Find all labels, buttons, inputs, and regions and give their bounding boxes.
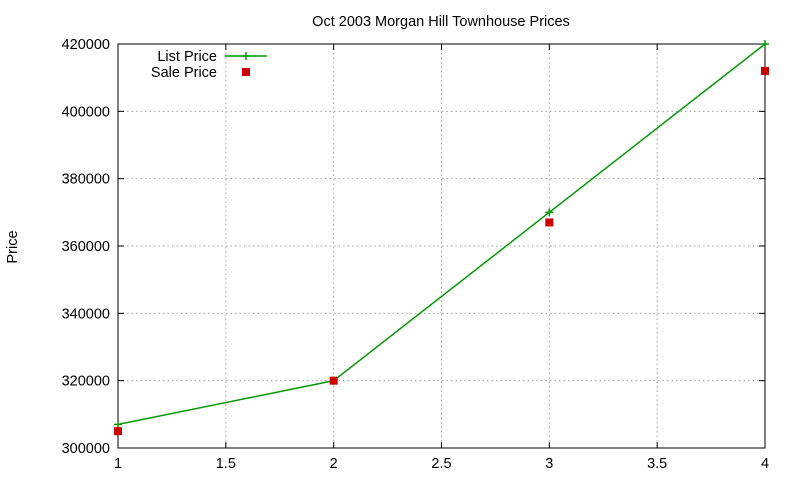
data-point xyxy=(114,427,122,436)
data-point xyxy=(761,40,769,48)
series-sale-price xyxy=(114,66,769,436)
y-tick-label: 320000 xyxy=(62,374,110,390)
data-point xyxy=(545,208,554,217)
legend-marker xyxy=(242,68,250,76)
legend-label: Sale Price xyxy=(151,65,217,81)
legend-marker xyxy=(242,52,250,60)
x-tick-label: 3 xyxy=(545,456,553,472)
y-tick-label: 380000 xyxy=(62,172,110,188)
x-tick-label: 1 xyxy=(114,456,122,472)
grid xyxy=(118,44,765,448)
x-tick-label: 2.5 xyxy=(431,456,451,472)
y-axis-label: Price xyxy=(5,230,21,263)
y-tick-label: 300000 xyxy=(62,441,110,457)
legend-label: List Price xyxy=(157,49,217,65)
series-line xyxy=(117,43,766,426)
y-tick-label: 420000 xyxy=(62,37,110,53)
y-tick-label: 340000 xyxy=(62,306,110,322)
chart-title: Oct 2003 Morgan Hill Townhouse Prices xyxy=(312,14,570,30)
data-point xyxy=(545,218,554,227)
x-tick-label: 3.5 xyxy=(647,456,667,472)
data-point xyxy=(329,376,338,385)
series xyxy=(114,40,769,436)
x-tick-label: 4 xyxy=(761,456,769,472)
legend-item: List Price xyxy=(157,49,267,65)
x-tick-label: 2 xyxy=(330,456,338,472)
data-point xyxy=(114,420,122,429)
y-tick-label: 400000 xyxy=(62,104,110,120)
axes: 1 1.5 2 2.5 3 3.5 4 300000 320000 340000 360000 380… xyxy=(62,37,769,472)
data-point xyxy=(761,66,769,75)
y-tick-label: 360000 xyxy=(62,239,110,255)
legend-item: Sale Price xyxy=(151,65,250,81)
x-tick-label: 1.5 xyxy=(216,456,236,472)
